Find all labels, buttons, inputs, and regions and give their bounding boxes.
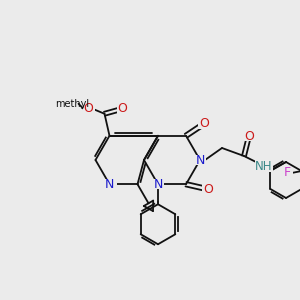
Text: O: O: [244, 130, 254, 142]
Bar: [82, 104, 94, 114]
Bar: [116, 104, 128, 114]
Text: NH: NH: [255, 160, 273, 172]
Bar: [255, 160, 273, 172]
Text: O: O: [199, 117, 209, 130]
Text: O: O: [84, 102, 93, 115]
Bar: [103, 179, 116, 189]
Text: O: O: [203, 183, 213, 196]
Text: N: N: [195, 154, 205, 166]
Bar: [202, 184, 214, 194]
Bar: [194, 155, 206, 165]
Text: N: N: [105, 178, 114, 191]
Bar: [243, 131, 255, 141]
Text: N: N: [153, 178, 163, 191]
Text: O: O: [118, 102, 128, 115]
Bar: [283, 168, 292, 178]
Text: methyl: methyl: [56, 99, 90, 109]
Bar: [152, 179, 164, 189]
Bar: [198, 119, 210, 129]
Text: F: F: [284, 167, 291, 179]
